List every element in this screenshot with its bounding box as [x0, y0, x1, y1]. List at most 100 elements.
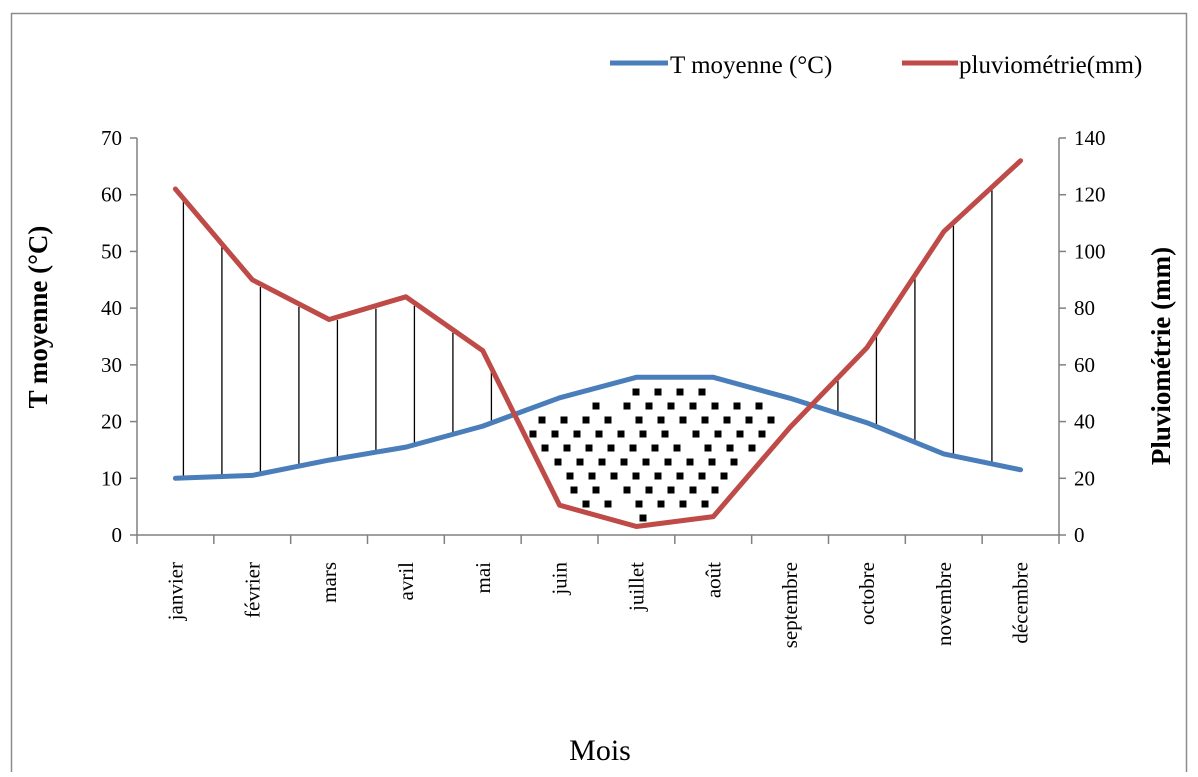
dry-dot	[654, 388, 662, 396]
dry-dot	[651, 444, 659, 452]
dry-dot	[588, 472, 596, 480]
dry-dot	[711, 486, 719, 494]
dry-dot	[667, 486, 675, 494]
dry-dot	[639, 430, 647, 438]
dry-dot	[701, 500, 709, 508]
dry-dot	[629, 444, 637, 452]
dry-dot	[560, 416, 568, 424]
dry-dot	[664, 458, 672, 466]
x-tick-label: novembre	[932, 562, 956, 646]
legend-label-rainfall: pluviométrie(mm)	[959, 52, 1142, 79]
y-tick-label-right: 120	[1074, 183, 1106, 207]
dry-dot	[667, 402, 675, 410]
y-tick-label-right: 40	[1074, 410, 1095, 434]
dry-dot	[585, 444, 593, 452]
dry-dot	[623, 486, 631, 494]
dry-dot	[726, 444, 734, 452]
dry-dot	[704, 444, 712, 452]
dry-dot	[645, 486, 653, 494]
dry-dot	[595, 430, 603, 438]
dry-dot	[736, 430, 744, 438]
dry-dot	[730, 458, 738, 466]
dry-dot	[673, 444, 681, 452]
dry-dot	[538, 416, 546, 424]
series-lines	[172, 158, 1024, 529]
y-axis-title-left: T moyenne (°C)	[23, 226, 53, 409]
x-tick-label: février	[240, 562, 264, 618]
x-tick-label: juillet	[624, 562, 648, 612]
dry-dot	[692, 430, 700, 438]
dry-dot	[708, 458, 716, 466]
dry-dot	[723, 416, 731, 424]
x-tick-label: juin	[548, 562, 572, 596]
dry-dot	[635, 500, 643, 508]
x-tick-label: décembre	[1009, 562, 1033, 644]
dry-dot	[733, 402, 741, 410]
dry-dot	[576, 458, 584, 466]
x-tick-label: janvier	[163, 562, 187, 621]
dry-dot	[689, 402, 697, 410]
dry-dot	[623, 402, 631, 410]
y-tick-label-left: 10	[101, 466, 122, 490]
y-tick-label-left: 40	[101, 296, 122, 320]
dry-dot	[679, 500, 687, 508]
dry-dot	[607, 444, 615, 452]
dry-dot	[573, 430, 581, 438]
dry-dot	[676, 388, 684, 396]
y-tick-label-left: 50	[101, 239, 122, 263]
dry-dot	[767, 416, 775, 424]
legend-label-temperature: T moyenne (°C)	[670, 52, 832, 79]
dry-dot	[529, 430, 537, 438]
x-axis-title: Mois	[569, 734, 631, 767]
y-tick-label-right: 140	[1074, 126, 1106, 150]
dry-dot	[592, 402, 600, 410]
dry-dot	[617, 430, 625, 438]
dry-dot	[639, 514, 647, 522]
dry-dot	[714, 430, 722, 438]
dry-dot	[657, 416, 665, 424]
y-tick-label-left: 70	[101, 126, 122, 150]
dry-dot	[632, 388, 640, 396]
dry-dot	[632, 472, 640, 480]
y-tick-label-left: 30	[101, 353, 122, 377]
dry-dot	[676, 472, 684, 480]
axes	[130, 137, 1066, 544]
y-tick-label-right: 0	[1074, 523, 1085, 547]
y-tick-label-left: 20	[101, 410, 122, 434]
dry-dot	[698, 472, 706, 480]
dry-dot	[698, 388, 706, 396]
y-tick-label-right: 20	[1074, 466, 1095, 490]
dry-dot	[686, 458, 694, 466]
dry-dot	[758, 430, 766, 438]
dry-dot	[604, 416, 612, 424]
chart-border	[10, 12, 1188, 777]
dry-dot	[570, 486, 578, 494]
temperature-line	[172, 374, 1024, 481]
dry-dot	[563, 444, 571, 452]
humid-period-hatching	[182, 190, 993, 476]
dry-dot	[566, 472, 574, 480]
x-tick-label: mars	[317, 562, 341, 603]
dry-dot	[720, 472, 728, 480]
tick-labels: 0 10 20 30 40 50 60 70 0 20 40 60 80 100 120 140 janvier…	[101, 126, 1106, 648]
dry-dot	[654, 472, 662, 480]
dry-dot	[755, 402, 763, 410]
y-tick-label-right: 80	[1074, 296, 1095, 320]
y-axis-title-right: Pluviométrie (mm)	[1146, 247, 1176, 465]
dry-dot	[598, 458, 606, 466]
dry-dot	[642, 458, 650, 466]
dry-dot	[541, 444, 549, 452]
y-tick-label-left: 60	[101, 183, 122, 207]
rainfall-line	[172, 158, 1024, 529]
dry-dot	[554, 458, 562, 466]
dry-dot	[748, 444, 756, 452]
dry-dot	[679, 416, 687, 424]
x-tick-label: septembre	[778, 562, 802, 648]
dry-dot	[657, 500, 665, 508]
dry-dot	[592, 486, 600, 494]
x-tick-label: août	[701, 562, 725, 598]
dry-dot	[582, 416, 590, 424]
dry-dot	[711, 402, 719, 410]
